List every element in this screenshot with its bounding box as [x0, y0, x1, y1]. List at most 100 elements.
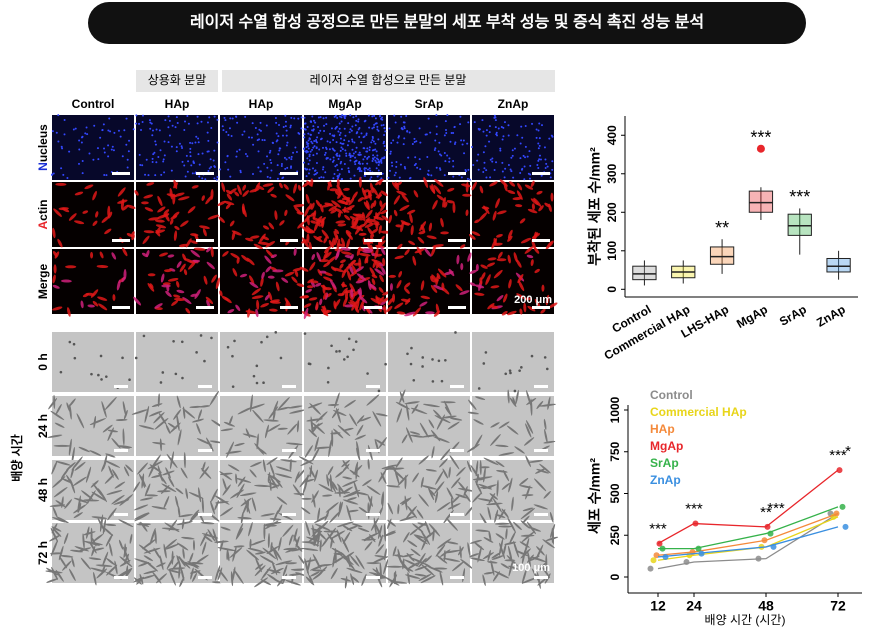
cell [439, 458, 448, 468]
cell [244, 498, 251, 514]
nucleus-dot [305, 146, 308, 149]
nucleus-dot [488, 131, 491, 134]
cell [323, 236, 328, 244]
nucleus-dot [251, 173, 254, 176]
legend-entry: MgAp [650, 439, 683, 453]
nucleus-dot [317, 125, 320, 128]
cell [76, 413, 85, 429]
title-bar [88, 2, 806, 44]
cell [284, 271, 295, 277]
nucleus-dot [259, 121, 262, 124]
cell [105, 533, 113, 547]
cell [403, 287, 410, 294]
cell [61, 207, 70, 213]
nucleus-dot [102, 123, 105, 126]
cell [339, 263, 344, 269]
cell [107, 205, 111, 218]
cell [53, 264, 57, 274]
cell [340, 283, 348, 288]
cell [404, 401, 420, 405]
nucleus-dot [152, 153, 155, 156]
nucleus-dot [348, 154, 351, 157]
cell [301, 507, 311, 515]
nucleus-dot [305, 149, 308, 152]
y-axis-label: 부착된 세포 수/mm² [587, 147, 603, 266]
cell [227, 464, 240, 472]
nucleus-dot [228, 127, 231, 130]
nucleus-dot [128, 139, 131, 142]
cell [393, 570, 397, 585]
cell [439, 448, 451, 462]
cell [406, 209, 416, 215]
cell [100, 378, 103, 381]
cell [408, 240, 416, 246]
cell [354, 217, 359, 227]
nucleus-dot [57, 114, 60, 117]
nucleus-dot [382, 142, 385, 145]
cell [373, 517, 377, 535]
cell [387, 297, 394, 306]
nucleus-dot [336, 175, 339, 178]
nucleus-dot [284, 167, 287, 170]
nucleus-dot [320, 137, 323, 140]
nucleus-dot [167, 115, 170, 118]
nucleus-dot [244, 115, 247, 118]
cell [138, 425, 155, 430]
nucleus-dot [227, 168, 230, 171]
nucleus-dot [168, 134, 171, 137]
cell [114, 481, 126, 489]
nucleus-dot [371, 160, 374, 163]
cell [173, 294, 181, 298]
nucleus-dot [538, 137, 541, 140]
nucleus-dot [352, 116, 355, 119]
nucleus-dot [537, 129, 540, 132]
nucleus-dot [449, 140, 452, 143]
cell [436, 194, 445, 202]
nucleus-dot [328, 148, 331, 151]
nucleus-dot [343, 127, 346, 130]
nucleus-dot [157, 156, 160, 159]
nucleus-dot [316, 136, 319, 139]
cell [477, 546, 482, 563]
cell [423, 403, 440, 408]
nucleus-dot [125, 143, 128, 146]
cell [165, 290, 172, 298]
cell [426, 235, 437, 240]
cell [141, 201, 149, 205]
cell [535, 544, 544, 561]
cell [161, 284, 171, 288]
nucleus-dot [303, 147, 306, 150]
cell [218, 568, 228, 582]
cell [409, 431, 421, 435]
cell [133, 577, 143, 583]
cell [513, 521, 522, 531]
cell [327, 366, 330, 370]
cell [375, 523, 382, 539]
cell [420, 224, 425, 233]
cell [227, 308, 235, 314]
cell [543, 356, 547, 359]
cell [307, 402, 323, 409]
nucleus-dot [538, 158, 541, 161]
cell [52, 516, 66, 523]
nucleus-dot [305, 141, 308, 144]
nucleus-dot [370, 176, 373, 179]
cell [265, 266, 272, 273]
cell [434, 178, 444, 187]
cell [207, 214, 219, 220]
cell [102, 424, 113, 433]
nucleus-dot [540, 124, 543, 127]
cell [351, 264, 357, 275]
cell [420, 280, 425, 291]
nucleus-dot [191, 172, 194, 175]
nucleus-dot [80, 136, 83, 139]
cell [249, 538, 252, 549]
cell [163, 543, 167, 559]
cell [324, 510, 330, 521]
cell [508, 565, 519, 570]
nucleus-dot [155, 161, 158, 164]
cell [413, 190, 419, 198]
cell [337, 243, 346, 247]
nucleus-dot [314, 172, 317, 175]
cell [285, 194, 295, 202]
